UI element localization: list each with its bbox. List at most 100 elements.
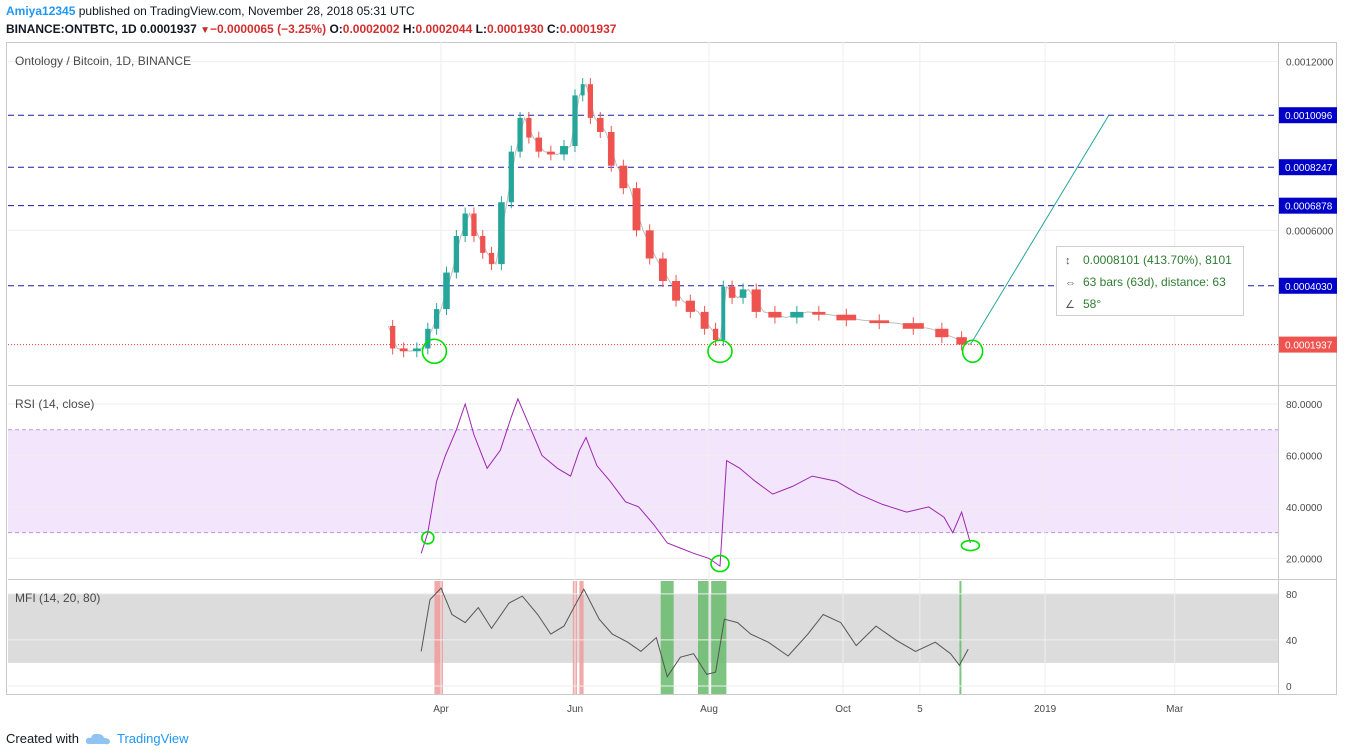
price-level-tag xyxy=(1279,107,1337,124)
candle-body xyxy=(526,117,532,138)
candle-body xyxy=(580,84,585,96)
candle-body xyxy=(480,235,486,253)
candle-body xyxy=(596,117,604,132)
y-tick-label: 40.0000 xyxy=(1286,503,1323,514)
mfi-highlight xyxy=(959,581,962,694)
candle-body xyxy=(517,117,523,152)
close-value: 0.0001937 xyxy=(559,22,617,36)
rsi-line xyxy=(420,397,971,568)
created-with-label: Created with xyxy=(6,731,79,746)
candle-body xyxy=(560,146,568,155)
price-level-tag xyxy=(1279,159,1337,176)
candle-body xyxy=(433,309,440,329)
candle-body xyxy=(508,151,514,203)
price-level-label: 0.0008247 xyxy=(1285,163,1333,174)
candle-body xyxy=(812,311,826,315)
tradingview-cloud-icon xyxy=(85,732,111,746)
low-value: 0.0001930 xyxy=(486,22,544,36)
mfi-band xyxy=(8,593,1278,663)
down-triangle-icon: ▼ xyxy=(200,25,210,36)
publish-info: Amiya12345 published on TradingView.com,… xyxy=(6,4,415,18)
y-tick-label: 20.0000 xyxy=(1286,554,1323,565)
y-tick-label: 0.0012000 xyxy=(1286,58,1334,69)
angle-icon: ∠ xyxy=(1065,299,1075,311)
y-tick-label: 0 xyxy=(1286,682,1292,693)
bar-range-icon: ⇔ xyxy=(1065,277,1076,289)
low-label: L: xyxy=(475,22,487,36)
candle-body xyxy=(425,328,431,349)
candle-body xyxy=(751,289,761,312)
candle-body xyxy=(453,235,460,273)
highlight-circle xyxy=(961,339,984,364)
candle-body xyxy=(546,151,555,155)
open-value: 0.0002002 xyxy=(342,22,400,36)
measure-price-range: 0.0008101 (413.70%), 8101 xyxy=(1083,253,1232,267)
candle-body xyxy=(488,252,495,265)
candle-body xyxy=(685,300,695,312)
last-price-label: 0.0001937 xyxy=(1285,341,1333,352)
price-level-label: 0.0006878 xyxy=(1285,202,1333,213)
symbol-label: BINANCE:ONTBTC, 1D xyxy=(6,22,137,36)
mfi-highlight xyxy=(434,581,443,694)
candle-body xyxy=(412,348,421,352)
mfi-highlight xyxy=(579,581,584,694)
price-level-label: 0.0004030 xyxy=(1285,282,1333,293)
author-link[interactable]: Amiya12345 xyxy=(6,4,76,18)
candle-body xyxy=(728,286,736,298)
candle-body xyxy=(672,280,681,301)
candle-body xyxy=(658,258,667,281)
candle-body xyxy=(443,272,450,310)
candle-body xyxy=(712,328,719,341)
highlight-circle xyxy=(421,531,435,545)
x-tick-label: Apr xyxy=(433,704,449,715)
x-tick-label: Oct xyxy=(835,704,851,715)
candle-body xyxy=(390,325,396,349)
high-label: H: xyxy=(402,22,416,36)
candle-body xyxy=(471,213,477,236)
x-tick-label: Aug xyxy=(700,704,718,715)
x-tick-label: 5 xyxy=(917,704,923,715)
y-tick-label: 40 xyxy=(1286,636,1298,647)
mfi-highlight xyxy=(698,581,709,694)
candle-body xyxy=(739,289,747,298)
candle-body xyxy=(935,328,949,338)
measure-info-box[interactable]: ↕ 0.0008101 (413.70%), 8101 ⇔ 63 bars (63d… xyxy=(1056,246,1244,316)
y-tick-label: 80 xyxy=(1286,590,1298,601)
high-value: 0.0002044 xyxy=(415,22,473,36)
y-tick-label: 60.0000 xyxy=(1286,451,1323,462)
highlight-circle xyxy=(710,554,730,573)
price-pane-title: Ontology / Bitcoin, 1D, BINANCE xyxy=(15,54,191,68)
projection-trend-line xyxy=(969,114,1110,345)
open-label: O: xyxy=(329,22,343,36)
close-label: C: xyxy=(547,22,560,36)
candle-body xyxy=(462,213,468,236)
candle-body xyxy=(700,311,709,329)
last-price-tag xyxy=(1279,336,1337,353)
candle-body xyxy=(768,311,782,318)
candle-body xyxy=(902,323,924,329)
candle-body xyxy=(790,311,804,318)
mfi-highlight xyxy=(711,581,727,694)
price-range-icon: ↕ xyxy=(1065,255,1071,267)
footer: Created with TradingView xyxy=(6,731,189,746)
price-level-tag xyxy=(1279,197,1337,214)
candle-body xyxy=(572,95,578,147)
price-level-label: 0.0010096 xyxy=(1285,111,1333,122)
price-level-tag xyxy=(1279,277,1337,294)
highlight-circle xyxy=(960,539,981,552)
ohlc-bar: BINANCE:ONTBTC, 1D 0.0001937 ▼−0.0000065… xyxy=(6,22,616,36)
candle-body xyxy=(607,131,615,166)
publish-text: published on TradingView.com, November 2… xyxy=(78,4,415,18)
x-tick-label: 2019 xyxy=(1034,704,1057,715)
rsi-pane-title: RSI (14, close) xyxy=(15,397,94,411)
mfi-line xyxy=(420,587,969,678)
measure-angle: 58° xyxy=(1083,297,1102,311)
candle-body xyxy=(498,202,505,265)
y-tick-label: 0.0006000 xyxy=(1286,226,1334,237)
candle-body xyxy=(632,188,641,231)
tradingview-link[interactable]: TradingView xyxy=(116,731,189,746)
change-value: −0.0000065 (−3.25%) xyxy=(210,22,327,36)
candle-body xyxy=(836,314,857,321)
candle-body xyxy=(645,230,654,259)
